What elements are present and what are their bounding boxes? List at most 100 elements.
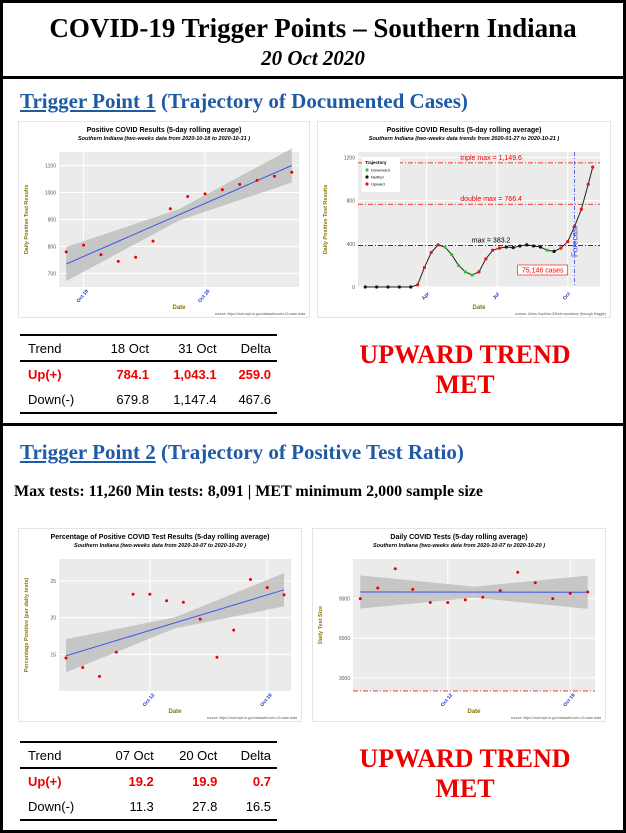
data-point xyxy=(220,188,224,192)
table-cell: Down(-) xyxy=(20,387,94,414)
table-cell: Up(+) xyxy=(28,367,62,382)
table-row: Up(+) 19.2 19.9 0.7 xyxy=(20,768,277,794)
legend-box xyxy=(362,158,400,192)
table-cell: 1,147.4 xyxy=(154,387,223,414)
data-point xyxy=(358,597,362,601)
positive-ratio-chart: Percentage of Positive COVID Test Result… xyxy=(18,528,302,722)
table-header-cell: Trend xyxy=(20,741,97,769)
y-tick-label: 700 xyxy=(48,272,57,278)
chart-title: Positive COVID Results (5-day rolling av… xyxy=(387,127,542,134)
y-tick-label: 20 xyxy=(50,616,56,622)
y-tick-label: 1100 xyxy=(45,164,56,170)
chart-subtitle: Southern Indiana (two-weeks data from 20… xyxy=(74,543,246,549)
data-point xyxy=(168,207,172,211)
data-point xyxy=(232,628,236,632)
data-point xyxy=(272,174,276,178)
trigger-point-2-verdict-line2: MET xyxy=(435,774,495,803)
x-tick-label: Oct 12 xyxy=(142,692,157,708)
trigger-point-2-label: Trigger Point 2 xyxy=(20,440,156,464)
x-tick-label: Oct xyxy=(562,291,572,301)
data-point xyxy=(64,250,68,254)
trigger-point-2-verdict-line1: UPWARD TREND xyxy=(359,744,571,773)
data-point xyxy=(518,244,522,248)
data-point xyxy=(552,249,556,253)
y-tick-label: 3000 xyxy=(339,676,350,682)
daily-tests-chart: Daily COVID Tests (5-day rolling average… xyxy=(312,528,606,722)
table-cell: 467.6 xyxy=(222,387,277,414)
data-point xyxy=(591,165,595,169)
chart-subtitle: Southern Indiana (two-weeks data trends … xyxy=(369,136,560,142)
data-point xyxy=(181,600,185,604)
data-point xyxy=(533,581,537,585)
trigger-point-1-title: Trigger Point 1 (Trajectory of Documente… xyxy=(20,89,468,114)
table-cell: 27.8 xyxy=(159,794,224,821)
data-point xyxy=(116,259,120,263)
trigger-point-1-desc: (Trajectory of Documented Cases) xyxy=(155,89,468,113)
data-point xyxy=(148,592,152,596)
table-cell: 19.9 xyxy=(192,774,218,789)
data-point xyxy=(422,265,427,270)
table-header-cell: 07 Oct xyxy=(96,741,160,769)
legend-title: Trajectory xyxy=(365,160,387,165)
cases-box xyxy=(517,264,569,276)
data-point xyxy=(429,250,433,255)
data-point xyxy=(484,257,488,261)
y-tick-label: 6000 xyxy=(339,636,350,642)
data-point xyxy=(446,601,450,605)
source-note: source: https://hub.mph.in.gov/dataset/c… xyxy=(511,716,601,720)
y-tick-label: 25 xyxy=(50,579,56,585)
cases-two-week-chart: Positive COVID Results (5-day rolling av… xyxy=(18,121,310,318)
data-point xyxy=(545,248,549,252)
table-header-cell: 20 Oct xyxy=(159,741,224,769)
data-point xyxy=(215,655,219,659)
data-point xyxy=(114,650,118,654)
data-point xyxy=(415,283,420,287)
chart-title: Positive COVID Results (5-day rolling av… xyxy=(87,127,242,134)
x-tick-label: Apr xyxy=(421,291,431,301)
data-point xyxy=(290,170,294,174)
section-divider xyxy=(3,423,623,426)
y-axis-label: Daily Test Size xyxy=(318,606,324,644)
data-point xyxy=(409,285,413,289)
data-point xyxy=(397,285,401,289)
chart-svg: Positive COVID Results (5-day rolling av… xyxy=(323,127,606,316)
data-point xyxy=(511,245,515,250)
trend-line xyxy=(65,165,293,265)
chart-svg: Daily COVID Tests (5-day rolling average… xyxy=(318,534,601,720)
data-point xyxy=(566,240,570,244)
x-tick-label: Oct 19 xyxy=(76,288,91,304)
source-note: source: https://hub.mph.in.gov/dataset/c… xyxy=(215,312,305,316)
data-point xyxy=(470,273,474,277)
x-axis-label: Date xyxy=(168,709,182,715)
test-size-summary: Max tests: 11,260 Min tests: 8,091 | MET… xyxy=(14,483,483,500)
data-point xyxy=(572,224,577,229)
data-point xyxy=(586,182,590,186)
trigger-point-1-verdict-line1: UPWARD TREND xyxy=(359,340,571,369)
x-tick-label: Jul xyxy=(492,291,502,301)
data-point xyxy=(363,285,367,289)
legend-label: Upward xyxy=(371,182,385,187)
data-point xyxy=(531,244,536,248)
legend-label: Downward xyxy=(371,168,390,173)
trend-line xyxy=(65,589,285,657)
x-tick-label: Oct 12 xyxy=(440,692,455,708)
x-tick-label: Oct 26 xyxy=(197,288,212,304)
data-point xyxy=(238,182,242,186)
data-point xyxy=(450,253,454,257)
table-cell: 1,043.1 xyxy=(173,367,217,382)
table-cell: Down(-) xyxy=(20,794,97,821)
data-point xyxy=(248,578,252,582)
data-point xyxy=(151,239,155,243)
y-tick-label: 1000 xyxy=(45,191,56,197)
data-point xyxy=(481,595,485,599)
y-tick-label: 0 xyxy=(352,285,355,291)
table-row: Down(-) 11.3 27.8 16.5 xyxy=(20,794,277,821)
data-point xyxy=(282,593,286,597)
y-tick-label: 15 xyxy=(50,652,56,658)
data-point xyxy=(456,263,461,267)
data-point xyxy=(376,586,380,590)
x-tick-label: Oct 19 xyxy=(562,692,577,708)
data-point xyxy=(393,567,397,571)
page-date: 20 Oct 2020 xyxy=(261,46,365,70)
table-cell: 0.7 xyxy=(252,774,271,789)
